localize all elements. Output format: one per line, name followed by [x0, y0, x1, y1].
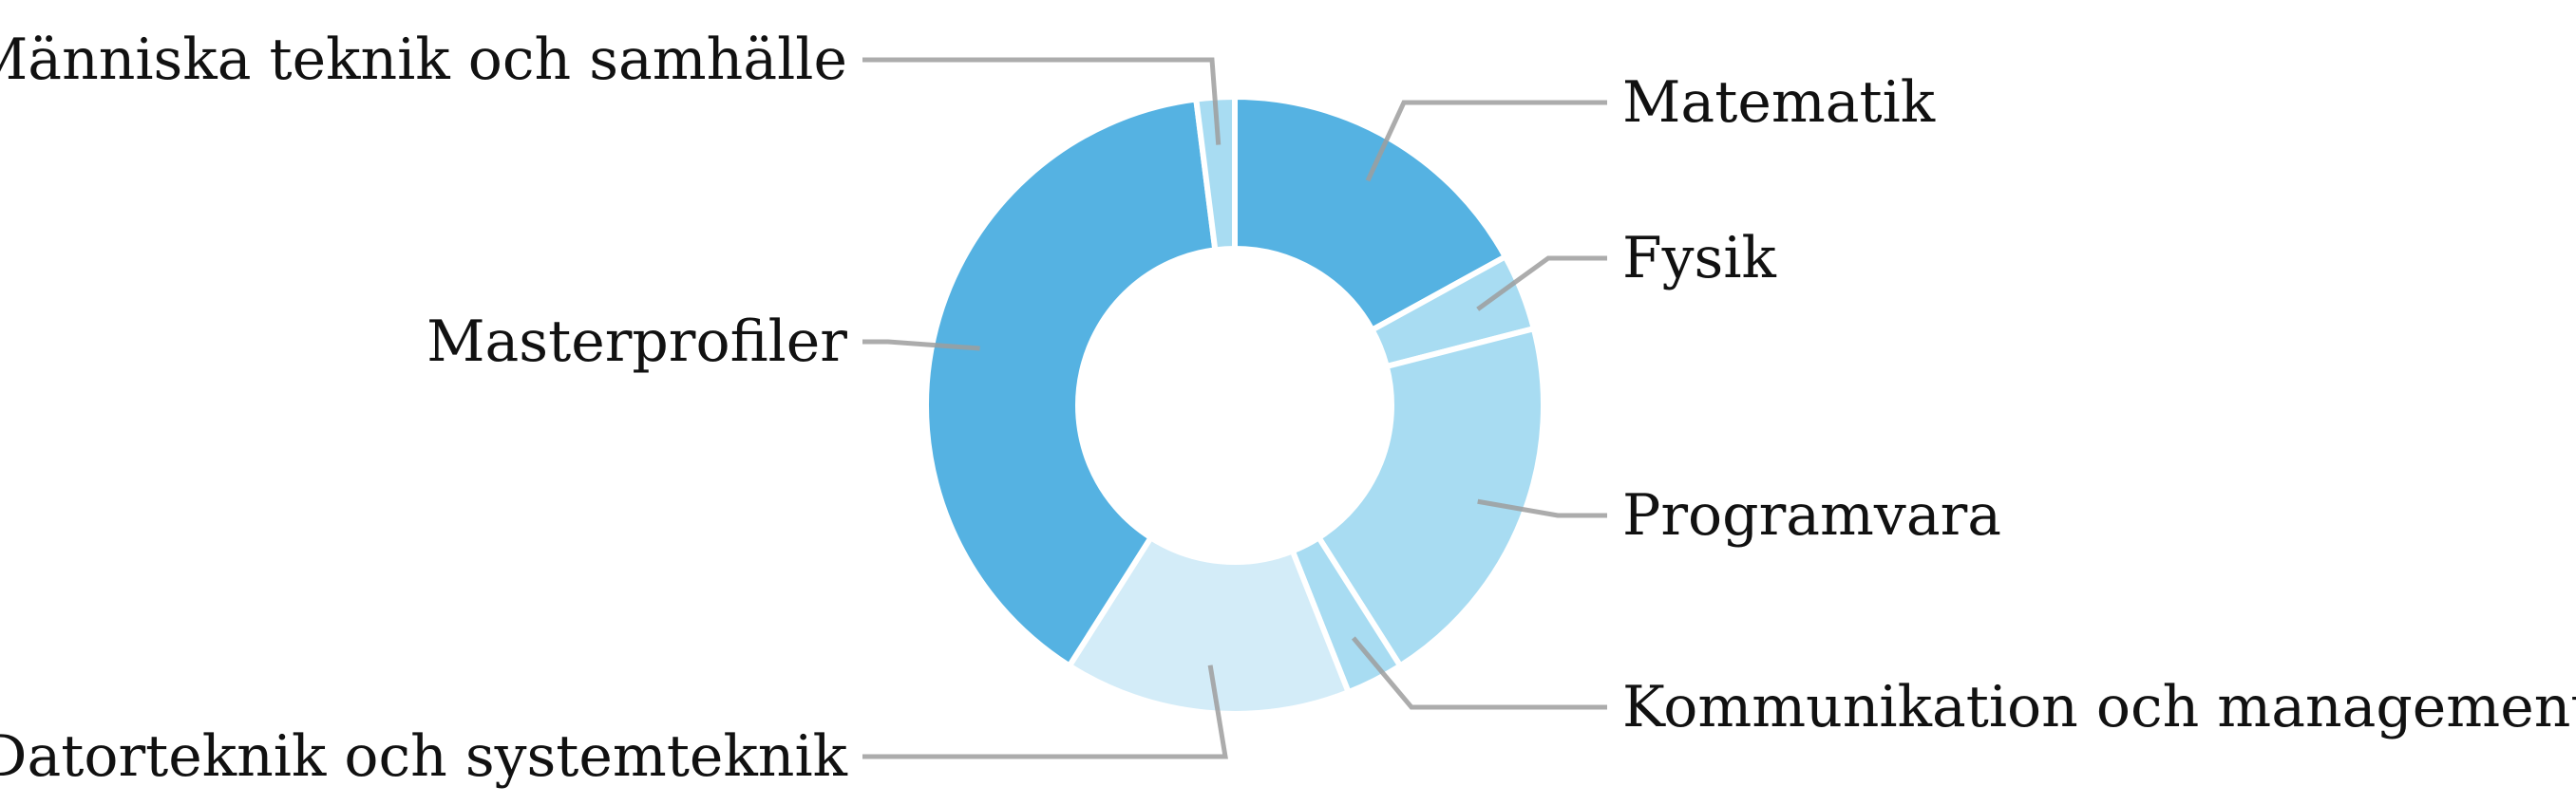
slice-label: Kommunikation och management [1622, 674, 2576, 740]
slice-label: Datorteknik och systemteknik [0, 723, 848, 790]
slices-group [923, 93, 1546, 717]
slice-label: Matematik [1622, 69, 1936, 136]
slice-matematik [1232, 93, 1509, 334]
leader-line [1351, 636, 1607, 710]
leader-line [1476, 255, 1607, 311]
slice-datorteknik-och-systemteknik [1065, 534, 1353, 717]
slice-label: Masterprofiler [426, 309, 847, 375]
slice-label: Människa teknik och samhälle [0, 27, 847, 93]
slice-programvara [1315, 325, 1546, 670]
leader-line [1365, 100, 1607, 182]
leader-line [862, 665, 1228, 759]
slice-label: Programvara [1622, 482, 2001, 549]
labels-group: Matematik Fysik Programvara Kommunikation o… [0, 27, 2576, 790]
slice-människa-teknik-och-samhälle [1192, 93, 1238, 253]
leader-line [862, 339, 980, 351]
leader-lines-group [862, 57, 1607, 759]
leader-line [1477, 498, 1607, 518]
slice-label: Fysik [1622, 225, 1777, 291]
leader-line [862, 57, 1222, 145]
slice-masterprofiler [923, 96, 1219, 670]
